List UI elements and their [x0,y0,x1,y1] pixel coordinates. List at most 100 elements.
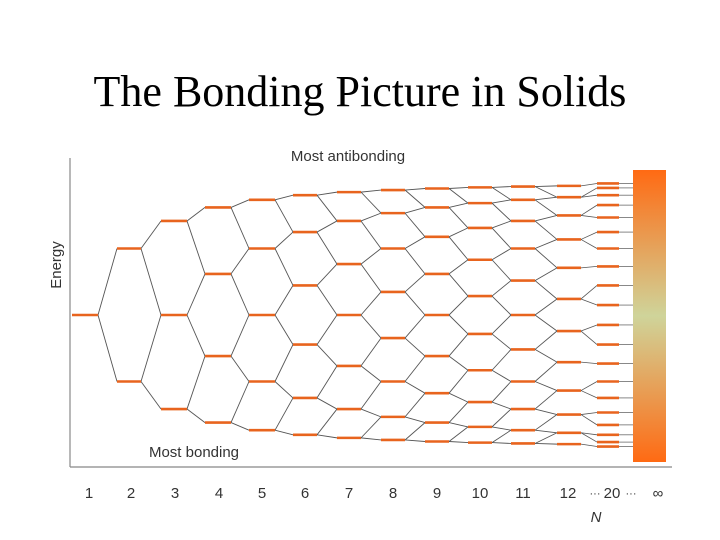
connector-line [491,295,512,316]
x-tick-label: 10 [472,485,489,502]
connector-line [360,408,382,418]
connector-line [580,231,598,240]
connector-line [491,280,512,297]
connector-line [580,432,598,436]
connector-line [186,220,206,275]
connector-line [534,267,558,281]
connector-line [404,236,426,249]
connector-line [316,314,338,345]
connector-line [580,285,598,300]
connector-line [360,263,382,293]
connector-line [360,314,382,339]
connector-line [316,365,338,399]
connector-line [491,369,512,382]
connector-line [274,314,294,345]
connector-line [491,227,512,249]
connector-line [230,422,250,431]
connector-line [534,432,558,444]
connector-line [491,349,512,371]
connector-line [360,220,382,249]
connector-line [274,231,294,249]
connector-line [491,401,512,410]
connector-line [491,259,512,281]
connector-line [404,422,426,441]
connector-line [140,248,162,316]
connector-line [316,408,338,436]
connector-line [580,432,598,443]
connector-line [580,298,598,306]
connector-line [404,273,426,293]
x-tick-label: 4 [215,485,223,502]
connector-line [448,401,469,423]
connector-line [230,199,250,208]
connector-line [534,408,558,415]
connector-line [448,392,469,403]
connector-line [360,381,382,410]
connector-line [491,202,512,222]
continuous-band [633,170,666,462]
connector-line [491,333,512,350]
connector-line [316,344,338,367]
connector-line [491,199,512,204]
connector-line [580,215,598,218]
connector-line [448,236,469,261]
x-tick-label: 7 [345,485,353,502]
connector-line [404,248,426,275]
connector-line [360,365,382,382]
connector-line [186,207,206,222]
connector-line [274,344,294,382]
connector-line [534,390,558,410]
connector-line [580,266,598,269]
most-bonding-label: Most bonding [149,444,239,461]
connector-line [274,285,294,316]
connector-line [316,434,338,439]
x-tick-label: 3 [171,485,179,502]
connector-line [404,314,426,339]
connector-line [534,429,558,434]
connector-line [491,314,512,335]
x-tick-labels: 1 2 3 4 5 6 7 8 9 10 11 12 20 ∞ [85,485,664,502]
connector-line [404,188,426,191]
connector-line [580,381,598,391]
connector-line [448,207,469,229]
connector-line [274,199,294,233]
connector-line [491,426,512,431]
connector-line [534,349,558,363]
connector-line [316,220,338,233]
connector-line [448,259,469,275]
connector-line [140,314,162,382]
connector-line [580,239,598,249]
connector-line [448,422,469,428]
connector-line [580,187,598,198]
connector-line [534,185,558,187]
connector-line [274,248,294,286]
connector-line [316,285,338,316]
connector-line [534,196,558,201]
connector-line [360,437,382,441]
energy-axis-label: Energy [48,241,65,289]
connector-line [534,414,558,431]
connector-line [448,369,469,394]
x-tick-label: 12 [560,485,577,502]
connector-line [580,412,598,415]
connector-line [448,227,469,238]
connector-line [448,314,469,335]
connector-line [580,324,598,332]
connector-line [534,220,558,240]
connector-line [534,248,558,269]
connector-line [580,183,598,187]
connector-line [580,204,598,216]
connector-line [274,194,294,201]
connector-line [534,314,558,332]
connector-line [448,186,469,189]
connector-line [491,429,512,443]
connector-line [491,187,512,201]
connector-line [491,381,512,403]
connector-line [534,443,558,445]
connector-line [316,263,338,286]
connector-line [360,248,382,265]
slide-title: The Bonding Picture in Solids [93,67,627,116]
connector-lines [97,183,633,447]
connector-line [316,397,338,410]
